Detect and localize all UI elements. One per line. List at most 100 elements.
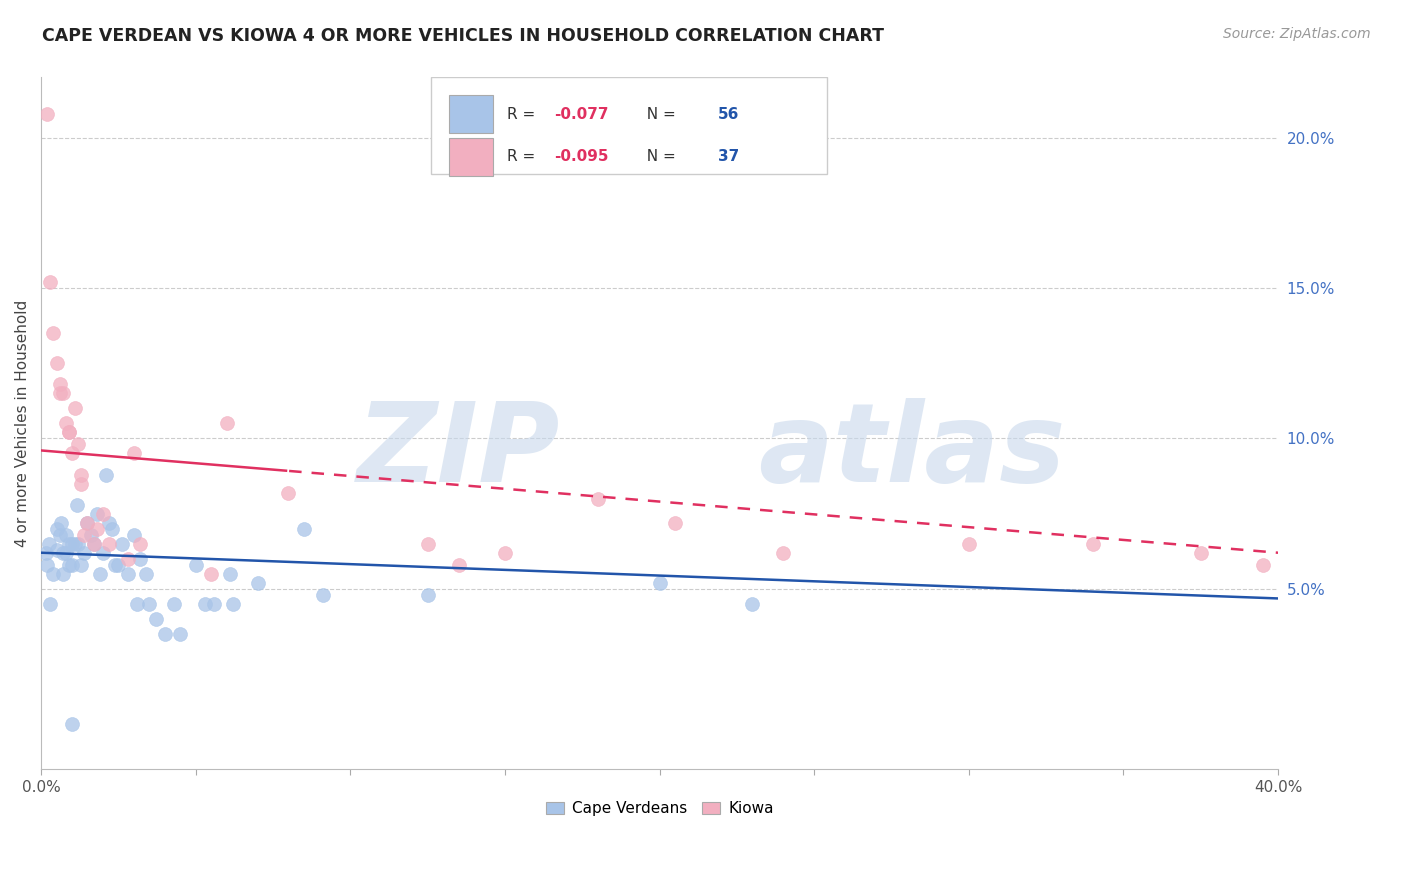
Point	[58, 425, 80, 440]
Point	[42, 326, 65, 340]
Text: R =: R =	[508, 107, 540, 121]
Point	[89, 566, 111, 581]
FancyBboxPatch shape	[450, 95, 492, 133]
Point	[447, 558, 470, 572]
FancyBboxPatch shape	[450, 138, 492, 176]
Point	[73, 527, 96, 541]
Point	[66, 498, 89, 512]
Point	[98, 537, 121, 551]
Point	[55, 527, 77, 541]
Point	[67, 437, 90, 451]
Text: -0.077: -0.077	[554, 107, 609, 121]
Point	[79, 527, 101, 541]
Point	[42, 566, 65, 581]
Point	[416, 537, 439, 551]
Point	[67, 537, 90, 551]
Point	[91, 507, 114, 521]
Point	[1189, 546, 1212, 560]
Point	[200, 566, 222, 581]
Point	[1251, 558, 1274, 572]
Point	[202, 597, 225, 611]
Point	[91, 546, 114, 560]
Point	[83, 537, 105, 551]
Point	[45, 542, 67, 557]
Point	[135, 566, 157, 581]
Point	[129, 537, 152, 551]
Point	[129, 551, 152, 566]
Text: ZIP: ZIP	[357, 398, 561, 505]
Point	[94, 467, 117, 482]
Point	[76, 516, 98, 530]
Point	[1081, 537, 1104, 551]
Point	[60, 558, 83, 572]
Point	[110, 537, 132, 551]
Point	[63, 401, 86, 416]
Point	[107, 558, 129, 572]
Point	[83, 537, 105, 551]
Text: 56: 56	[717, 107, 740, 121]
Text: R =: R =	[508, 149, 540, 164]
Point	[138, 597, 160, 611]
Point	[60, 446, 83, 460]
Point	[586, 491, 609, 506]
Point	[73, 546, 96, 560]
Point	[215, 417, 238, 431]
Point	[76, 516, 98, 530]
Point	[122, 446, 145, 460]
Point	[45, 522, 67, 536]
Point	[37, 558, 59, 572]
Text: atlas: atlas	[758, 398, 1066, 505]
Point	[70, 476, 93, 491]
Point	[222, 597, 245, 611]
Point	[184, 558, 207, 572]
Point	[218, 566, 240, 581]
Point	[55, 546, 77, 560]
Point	[70, 558, 93, 572]
Point	[957, 537, 980, 551]
Point	[153, 627, 176, 641]
Point	[664, 516, 686, 530]
Text: CAPE VERDEAN VS KIOWA 4 OR MORE VEHICLES IN HOUSEHOLD CORRELATION CHART: CAPE VERDEAN VS KIOWA 4 OR MORE VEHICLES…	[42, 27, 884, 45]
Point	[37, 106, 59, 120]
Y-axis label: 4 or more Vehicles in Household: 4 or more Vehicles in Household	[15, 300, 30, 547]
Point	[86, 522, 108, 536]
Point	[145, 612, 167, 626]
Point	[648, 575, 671, 590]
Point	[122, 527, 145, 541]
Point	[55, 417, 77, 431]
Point	[63, 537, 86, 551]
Point	[104, 558, 127, 572]
Point	[58, 558, 80, 572]
Point	[52, 546, 75, 560]
Point	[51, 516, 73, 530]
Point	[125, 597, 148, 611]
Point	[48, 377, 70, 392]
Point	[60, 537, 83, 551]
Point	[86, 507, 108, 521]
Point	[39, 275, 62, 289]
Point	[58, 537, 80, 551]
Point	[494, 546, 516, 560]
Point	[117, 566, 139, 581]
Point	[58, 425, 80, 440]
Point	[70, 467, 93, 482]
Point	[194, 597, 217, 611]
Text: N =: N =	[637, 149, 681, 164]
Point	[98, 516, 121, 530]
Point	[38, 537, 60, 551]
Point	[101, 522, 124, 536]
Legend: Cape Verdeans, Kiowa: Cape Verdeans, Kiowa	[538, 794, 782, 824]
Point	[52, 386, 75, 401]
Point	[60, 717, 83, 731]
Point	[48, 386, 70, 401]
FancyBboxPatch shape	[430, 78, 827, 174]
Text: 37: 37	[717, 149, 740, 164]
Point	[741, 597, 763, 611]
Point	[45, 356, 67, 370]
Text: N =: N =	[637, 107, 681, 121]
Point	[169, 627, 191, 641]
Point	[277, 485, 299, 500]
Text: Source: ZipAtlas.com: Source: ZipAtlas.com	[1223, 27, 1371, 41]
Point	[163, 597, 186, 611]
Point	[311, 588, 333, 602]
